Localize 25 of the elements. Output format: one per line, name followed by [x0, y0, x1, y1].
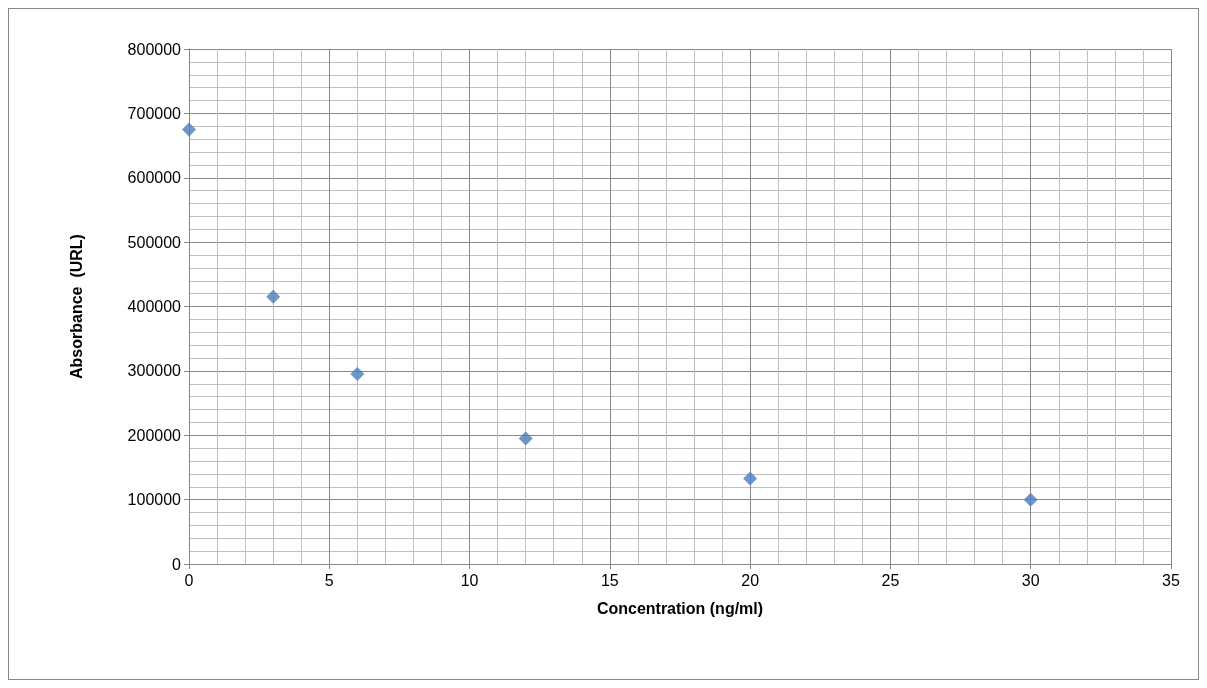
point: [266, 289, 281, 304]
point: [350, 367, 365, 382]
y-tick-label: 700000: [127, 104, 182, 122]
y-tick-label: 600000: [127, 169, 182, 187]
point: [518, 431, 533, 446]
y-tick-label: 400000: [127, 298, 182, 315]
y-tick-label: 800000: [127, 40, 182, 58]
point: [182, 122, 196, 137]
x-tick-label: 5: [324, 571, 334, 589]
x-tick-label: 20: [741, 571, 760, 589]
y-tick-label: 0: [172, 555, 182, 573]
x-tick-label: 0: [184, 571, 194, 589]
y-axis-title: Absorbance (URL): [67, 234, 85, 379]
x-tick-label: 15: [600, 571, 619, 589]
y-tick-label: 100000: [127, 491, 182, 509]
x-tick-label: 35: [1162, 571, 1180, 589]
x-axis-title: Concentration (ng/ml): [596, 599, 764, 617]
x-tick-label: 25: [881, 571, 900, 589]
x-tick-label: 10: [460, 571, 479, 589]
y-tick-label: 500000: [127, 233, 182, 251]
point: [743, 471, 758, 486]
x-tick-label: 30: [1021, 571, 1040, 589]
point: [1023, 492, 1038, 507]
y-tick-label: 300000: [127, 362, 182, 380]
y-tick-label: 200000: [127, 426, 182, 444]
